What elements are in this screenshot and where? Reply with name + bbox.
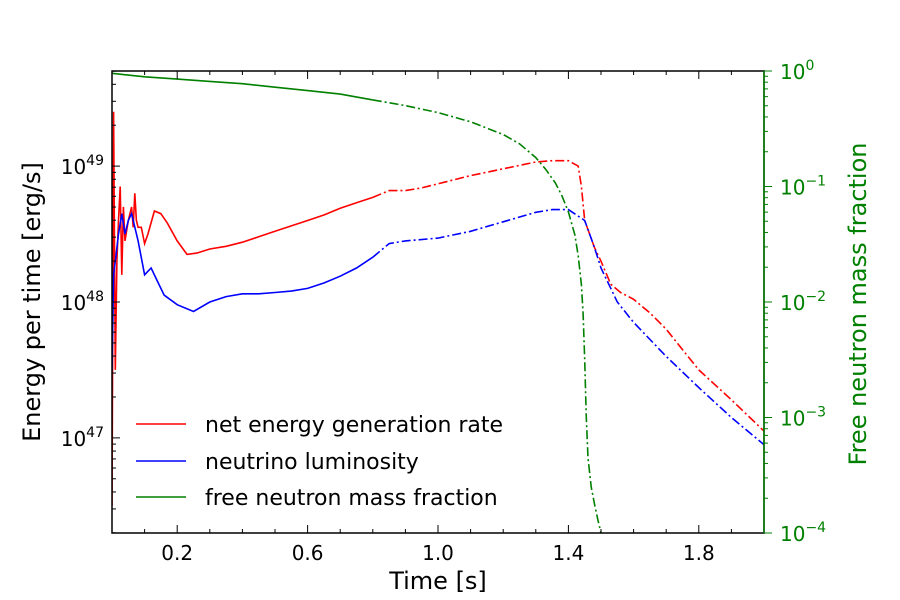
legend-label-neutron: free neutron mass fraction [205, 486, 498, 511]
y2-tick-label: 100 [780, 58, 814, 84]
x-tick-label: 1.8 [683, 541, 715, 565]
legend: net energy generation rate neutrino lumi… [136, 413, 503, 511]
plot-lines [112, 72, 764, 533]
y-tick-label: 1049 [61, 153, 104, 179]
y-tick-label: 1047 [61, 425, 104, 451]
series-line-neutrino-luminosity-dashdot [372, 208, 764, 446]
series-line-net-energy-generation-rate-solid [112, 111, 374, 506]
y2-axis-title: Free neutron mass fraction [844, 143, 872, 466]
x-tick-label: 1.0 [422, 541, 454, 565]
x-tick-label: 1.4 [552, 541, 584, 565]
tick-labels: 0.2 0.6 1.0 1.4 1.8 1047 1048 1049 100 10−1 10−2 10… [61, 58, 826, 565]
y2-tick-label: 10−2 [780, 289, 826, 315]
y-axis-title: Energy per time [erg/s] [18, 162, 46, 442]
series-line-free-neutron-mass-fraction-dashdot [372, 99, 602, 533]
x-tick-label: 0.2 [161, 541, 193, 565]
y-tick-label: 1048 [61, 289, 104, 315]
series-line-net-energy-generation-rate-dashdot [372, 159, 764, 432]
legend-label-neutrino: neutrino luminosity [205, 450, 419, 475]
y2-tick-label: 10−4 [780, 520, 826, 546]
legend-label-net-energy: net energy generation rate [205, 413, 503, 438]
y2-tick-label: 10−1 [780, 174, 826, 200]
series-line-neutrino-luminosity-solid [112, 211, 374, 370]
series-line-free-neutron-mass-fraction-solid [112, 72, 373, 101]
x-tick-label: 0.6 [292, 541, 324, 565]
y2-tick-label: 10−3 [780, 405, 826, 431]
x-axis-title: Time [s] [388, 567, 487, 595]
